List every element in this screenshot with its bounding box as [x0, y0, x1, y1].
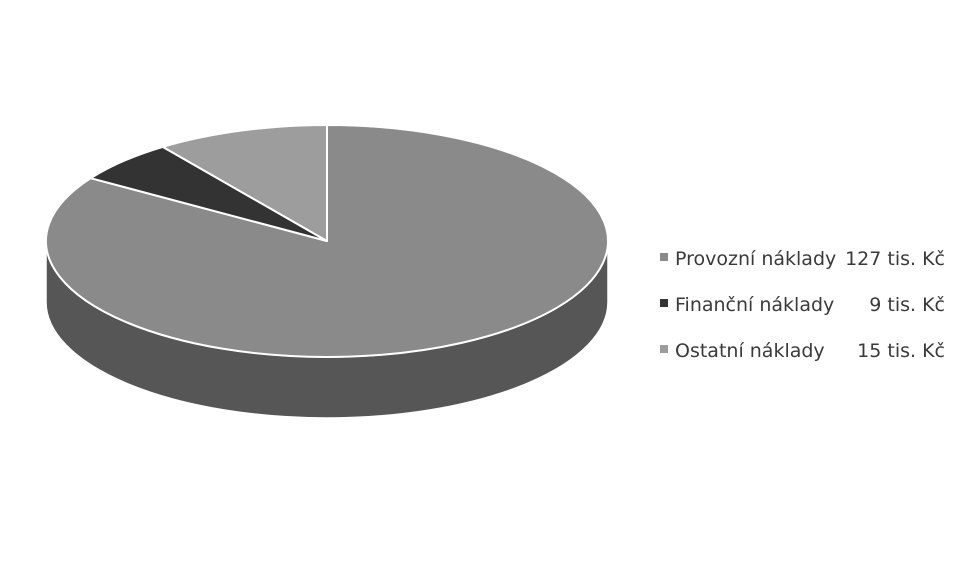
legend-marker-0 [660, 253, 668, 261]
legend-value-1: 9 tis. Kč [869, 294, 945, 316]
legend-value-2: 15 tis. Kč [857, 340, 945, 362]
legend-marker-1 [660, 299, 668, 307]
legend-value-0: 127 tis. Kč [845, 248, 945, 270]
legend: Provozní náklady 127 tis. Kč Finanční nákl… [660, 248, 945, 362]
pie-slice-2 [161, 124, 328, 242]
legend-label-1: Finanční náklady [675, 294, 834, 316]
legend-label-2: Ostatní náklady [675, 340, 825, 362]
legend-marker-2 [660, 345, 668, 353]
legend-label-0: Provozní náklady [675, 248, 836, 270]
pie-area [45, 124, 609, 419]
